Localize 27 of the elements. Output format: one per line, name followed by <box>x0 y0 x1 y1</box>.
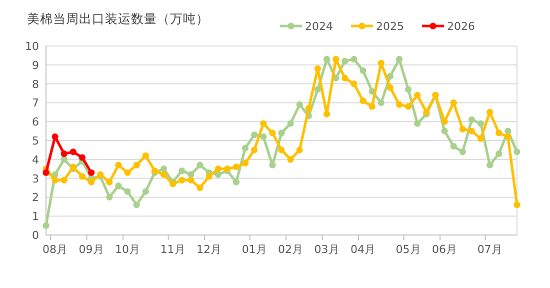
y-tick-label: 6 <box>32 116 39 129</box>
chart-title: 美棉当周出口装运数量（万吨） <box>27 11 209 26</box>
y-tick-label: 1 <box>32 210 39 224</box>
y-tick-label: 10 <box>25 40 39 53</box>
x-tick-label: 06月 <box>432 243 458 256</box>
y-tick-label: 0 <box>32 229 39 242</box>
x-tick-label: 10月 <box>115 243 140 256</box>
x-tick-label: 12月 <box>196 243 222 256</box>
x-tick-label: 09月 <box>78 243 104 256</box>
y-tick-label: 9 <box>32 58 39 72</box>
x-tick-label: 04月 <box>350 243 376 256</box>
x-tick-label: 07月 <box>477 243 502 256</box>
y-tick-label: 4 <box>32 153 39 166</box>
y-tick-label: 3 <box>32 172 39 186</box>
legend-label: 2025 <box>376 20 404 33</box>
x-tick-label: 11月 <box>160 243 186 256</box>
legend-label: 2024 <box>305 20 333 33</box>
x-tick-label: 08月 <box>42 243 68 256</box>
y-tick-label: 2 <box>32 191 39 204</box>
y-tick-label: 5 <box>32 134 39 148</box>
x-tick-label: 01月 <box>242 243 267 256</box>
x-tick-label: 05月 <box>396 243 421 256</box>
x-tick-label: 03月 <box>314 243 340 256</box>
legend-label: 2026 <box>447 20 475 33</box>
y-tick-label: 7 <box>32 96 39 110</box>
y-tick-label: 8 <box>32 78 39 91</box>
x-tick-label: 02月 <box>278 243 304 256</box>
